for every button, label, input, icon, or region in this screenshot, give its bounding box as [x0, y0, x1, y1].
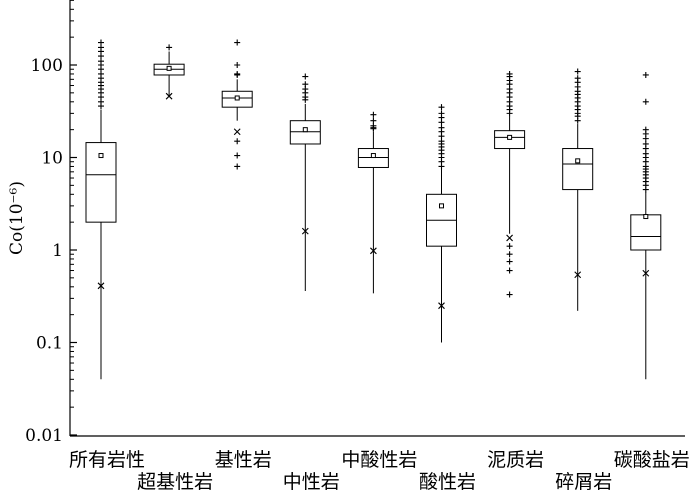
outlier-marker [98, 39, 104, 46]
min-marker [574, 271, 582, 279]
mean-marker [370, 153, 376, 159]
min-marker [233, 128, 241, 136]
iqr-box [562, 148, 594, 191]
mean-marker [98, 153, 104, 159]
y-tick-label: 10 [41, 149, 63, 169]
category-label: 酸性岩 [419, 471, 476, 493]
min-marker [438, 302, 445, 310]
box-group [221, 39, 253, 170]
category-label: 所有岩性 [69, 449, 145, 471]
outlier-marker [98, 58, 104, 65]
y-tick-label: 100 [31, 56, 63, 76]
outlier-marker [506, 243, 513, 250]
mean-marker [643, 214, 649, 220]
min-marker [642, 269, 650, 277]
outlier-marker [234, 62, 241, 68]
outlier-marker [234, 138, 241, 145]
outlier-marker [642, 150, 649, 157]
mean-marker [575, 158, 581, 164]
outlier-marker [438, 110, 445, 117]
category-label: 基性岩 [215, 449, 272, 471]
min-marker [97, 282, 105, 290]
iqr-box [289, 120, 321, 145]
mean-marker [507, 134, 513, 140]
mean-marker [302, 127, 308, 133]
outlier-marker [438, 124, 445, 131]
min-marker [506, 234, 513, 242]
box-group [357, 111, 389, 294]
box-group [153, 44, 185, 100]
mean-marker [166, 65, 172, 71]
outlier-marker [506, 258, 513, 265]
category-label: 泥质岩 [487, 449, 544, 471]
outlier-marker [370, 122, 377, 129]
outlier-marker [506, 251, 513, 258]
box-group [85, 39, 117, 380]
box-group [289, 73, 321, 292]
outlier-marker [234, 163, 241, 170]
outlier-marker [438, 138, 445, 145]
outlier-marker [574, 75, 581, 82]
outlier-marker [234, 39, 241, 46]
outlier-marker [506, 267, 513, 274]
outlier-marker [302, 81, 309, 88]
mean-marker [439, 203, 444, 209]
outlier-marker [574, 68, 581, 75]
outlier-marker [166, 44, 173, 51]
mean-marker [234, 95, 240, 101]
outlier-marker [642, 71, 649, 78]
y-tick-label: 0.01 [25, 426, 63, 446]
category-label: 中酸性岩 [341, 449, 417, 471]
outlier-marker [438, 104, 445, 111]
y-tick-label: 1 [52, 241, 63, 261]
outlier-marker [302, 73, 309, 80]
outlier-marker [370, 117, 377, 124]
outlier-marker [642, 98, 649, 105]
box-group [426, 104, 457, 343]
outlier-marker [642, 140, 649, 147]
category-label: 碎屑岩 [555, 471, 612, 493]
min-marker [165, 92, 173, 100]
y-tick-label: 0.1 [36, 334, 63, 354]
box-group [630, 71, 662, 380]
outlier-marker [370, 111, 377, 118]
y-axis-ticks: 100 10 1 0.1 0.01 [25, 0, 77, 446]
outlier-marker [234, 70, 241, 77]
category-label: 超基性岩 [137, 471, 213, 493]
outlier-marker [234, 152, 241, 159]
min-marker [370, 247, 377, 255]
box-group [494, 70, 526, 298]
outlier-marker [506, 70, 513, 77]
category-label: 中性岩 [283, 471, 340, 493]
box-group [562, 68, 594, 311]
outlier-marker [506, 291, 513, 298]
box-series [85, 39, 662, 380]
iqr-box [630, 214, 662, 251]
outlier-marker [642, 126, 649, 133]
min-marker [301, 227, 309, 235]
category-label: 碳酸盐岩 [614, 449, 690, 471]
y-axis-title: Co(10⁻⁶) [7, 181, 27, 255]
